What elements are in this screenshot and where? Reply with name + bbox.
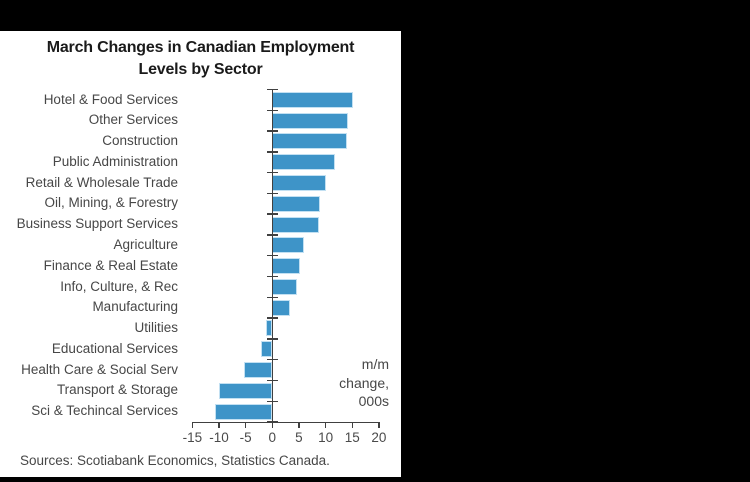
category-label: Sci & Techincal Services xyxy=(31,403,178,419)
category-tick xyxy=(266,421,278,423)
x-tick-label: -15 xyxy=(182,429,203,445)
category-tick xyxy=(266,151,278,153)
chart-title-line1: March Changes in Canadian Employment xyxy=(46,39,355,56)
category-tick xyxy=(266,192,278,195)
x-axis-line xyxy=(191,422,380,424)
x-axis-tick xyxy=(271,423,273,429)
bar-retail-wholesale-trade xyxy=(272,175,327,192)
category-tick xyxy=(266,296,278,298)
x-tick-label: 0 xyxy=(268,429,277,445)
category-tick xyxy=(266,358,278,361)
bar-hotel-food-services xyxy=(272,91,353,108)
bar-finance-real-estate xyxy=(272,258,300,275)
chart-panel: March Changes in Canadian Employment Lev… xyxy=(0,31,401,477)
category-label: Construction xyxy=(102,133,178,149)
bar-manufacturing xyxy=(272,299,291,316)
category-label: Public Administration xyxy=(52,153,178,169)
category-label: Finance & Real Estate xyxy=(43,257,178,273)
category-label: Retail & Wholesale Trade xyxy=(25,174,178,190)
unit-annotation: m/m change, 000s xyxy=(289,355,389,411)
category-label: Transport & Storage xyxy=(56,382,178,398)
category-label: Agriculture xyxy=(113,236,178,252)
bar-other-services xyxy=(272,112,349,129)
chart-title: March Changes in Canadian Employment Lev… xyxy=(0,37,401,81)
x-tick-label: 10 xyxy=(318,429,334,445)
category-tick xyxy=(266,234,278,236)
x-axis-tick xyxy=(298,423,300,429)
x-axis-tick xyxy=(218,423,220,429)
category-tick xyxy=(266,379,278,382)
bar-agriculture xyxy=(272,237,305,254)
category-tick xyxy=(266,275,278,278)
chart-title-line2: Levels by Sector xyxy=(138,61,263,78)
bar-public-administration xyxy=(272,154,336,171)
category-tick xyxy=(266,109,278,111)
category-tick xyxy=(266,88,278,91)
unit-annotation-line1: m/m xyxy=(361,356,389,372)
category-label: Business Support Services xyxy=(16,216,178,232)
category-tick xyxy=(266,317,278,319)
category-label: Hotel & Food Services xyxy=(43,91,178,107)
category-label: Health Care & Social Serv xyxy=(21,361,178,377)
category-tick xyxy=(266,338,278,340)
bar-info-culture-rec xyxy=(272,278,297,295)
x-tick-label: 5 xyxy=(295,429,303,445)
category-label: Oil, Mining, & Forestry xyxy=(44,195,178,211)
x-tick-label: -10 xyxy=(209,429,229,445)
source-note: Sources: Scotiabank Economics, Statistic… xyxy=(20,453,330,468)
category-tick xyxy=(266,400,278,402)
unit-annotation-line3: 000s xyxy=(358,393,389,410)
bar-business-support-services xyxy=(272,216,320,233)
bar-health-care-social-serv xyxy=(243,362,273,379)
category-tick xyxy=(266,255,278,257)
x-axis-tick xyxy=(378,423,380,429)
category-label: Educational Services xyxy=(51,340,178,356)
category-label: Utilities xyxy=(134,320,178,336)
x-axis-tick xyxy=(191,423,194,429)
x-tick-label: 15 xyxy=(344,429,360,445)
bar-construction xyxy=(272,133,347,150)
category-tick xyxy=(266,130,278,132)
category-tick xyxy=(266,213,278,215)
x-axis-tick xyxy=(244,423,247,429)
category-tick xyxy=(266,171,278,174)
x-tick-label: -5 xyxy=(239,429,252,445)
unit-annotation-line2: change, xyxy=(339,374,389,391)
x-axis-tick xyxy=(324,423,327,429)
bar-sci-techincal-services xyxy=(214,403,273,420)
category-label: Info, Culture, & Rec xyxy=(60,278,178,294)
bar-transport-storage xyxy=(219,382,273,399)
category-label: Manufacturing xyxy=(92,299,178,315)
category-label: Other Services xyxy=(88,112,178,128)
bar-oil-mining-forestry xyxy=(272,195,321,212)
x-tick-label: 20 xyxy=(371,429,387,445)
x-axis-tick xyxy=(351,423,353,429)
